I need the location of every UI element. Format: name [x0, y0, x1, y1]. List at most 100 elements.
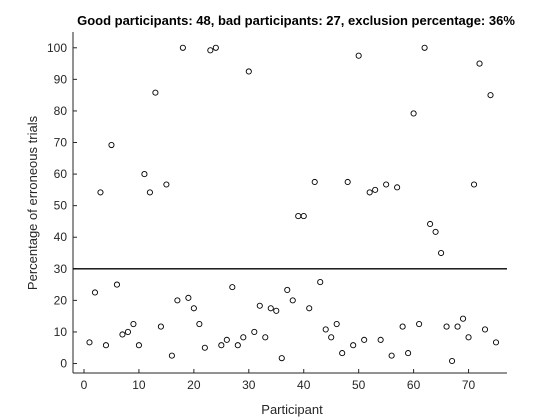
- data-point: [350, 342, 357, 349]
- y-tick-label: 60: [54, 167, 68, 181]
- data-point: [460, 315, 467, 322]
- data-point: [487, 92, 494, 99]
- data-point: [438, 249, 445, 257]
- data-point: [141, 171, 148, 178]
- data-point: [86, 339, 93, 346]
- data-point: [377, 336, 384, 343]
- y-tick-label: 40: [54, 230, 68, 244]
- x-tick-label: 50: [352, 378, 366, 392]
- data-point: [432, 228, 439, 235]
- x-tick-label: 60: [407, 378, 421, 392]
- y-tick-label: 10: [54, 325, 68, 339]
- data-point: [196, 321, 203, 328]
- data-point: [372, 186, 379, 193]
- data-point: [361, 336, 368, 343]
- y-tick-label: 50: [54, 199, 68, 213]
- y-tick-label: 90: [54, 72, 68, 86]
- data-point: [333, 321, 340, 328]
- data-point: [492, 339, 500, 346]
- data-point: [278, 355, 285, 362]
- data-point: [300, 213, 307, 220]
- data-point: [157, 323, 164, 330]
- data-point: [394, 184, 401, 191]
- data-point: [146, 189, 153, 196]
- data-point: [399, 323, 406, 330]
- x-tick-label: 30: [242, 378, 256, 392]
- data-point: [273, 307, 280, 314]
- data-point: [190, 305, 197, 312]
- data-point: [218, 342, 225, 349]
- data-point: [212, 44, 219, 51]
- data-point: [388, 352, 395, 359]
- data-point: [465, 334, 472, 341]
- data-point: [289, 297, 296, 304]
- data-point: [251, 328, 258, 336]
- x-tick-label: 10: [132, 378, 146, 392]
- x-axis-title: Participant: [261, 402, 323, 417]
- data-point: [240, 334, 247, 341]
- data-point: [355, 52, 362, 59]
- y-tick-label: 30: [54, 262, 68, 276]
- data-point: [383, 181, 390, 188]
- data-point: [322, 326, 329, 333]
- data-point: [234, 342, 241, 349]
- y-tick-label: 20: [54, 293, 68, 307]
- data-point: [130, 321, 137, 328]
- data-point: [267, 305, 274, 312]
- x-tick-label: 40: [297, 378, 311, 392]
- data-point: [311, 178, 318, 186]
- data-point: [481, 326, 489, 333]
- data-point: [470, 181, 478, 188]
- data-point: [97, 189, 104, 196]
- data-point: [410, 110, 417, 117]
- data-point: [185, 294, 192, 301]
- data-point: [256, 302, 263, 309]
- data-point: [284, 286, 291, 294]
- x-tick-label: 20: [187, 378, 201, 392]
- data-point: [366, 189, 373, 196]
- data-point: [108, 141, 115, 149]
- y-tick-label: 80: [54, 104, 68, 118]
- data-point: [262, 334, 269, 341]
- axes: 0 10 20 30 40 50 60 70 0 10 20 30 40 50 60 70 80 90 100: [47, 32, 507, 392]
- y-tick-label: 0: [60, 357, 67, 371]
- data-point: [91, 289, 99, 296]
- data-point: [476, 60, 483, 67]
- data-point: [443, 323, 450, 330]
- data-point: [223, 336, 230, 343]
- data-point: [427, 220, 434, 228]
- data-point: [152, 89, 159, 96]
- x-tick-label: 70: [462, 378, 476, 392]
- chart-title: Good participants: 48, bad participants:…: [77, 13, 515, 28]
- y-tick-label: 100: [47, 41, 67, 55]
- data-point: [179, 44, 186, 51]
- data-point: [416, 321, 423, 328]
- y-tick-label: 70: [54, 136, 68, 150]
- data-point: [449, 357, 456, 365]
- data-point: [174, 297, 181, 304]
- data-point: [163, 181, 170, 188]
- data-point: [421, 44, 428, 51]
- data-point: [306, 305, 313, 312]
- data-point: [119, 331, 126, 338]
- data-point: [454, 323, 461, 330]
- data-point: [124, 328, 131, 336]
- data-point: [245, 68, 252, 75]
- data-point: [328, 334, 335, 341]
- data-point: [113, 281, 120, 288]
- data-points: [73, 44, 507, 365]
- data-point: [102, 342, 110, 349]
- data-point: [201, 344, 208, 351]
- data-point: [317, 279, 324, 286]
- data-point: [207, 47, 214, 54]
- x-tick-label: 0: [81, 378, 88, 392]
- data-point: [135, 342, 142, 349]
- data-point: [405, 350, 412, 357]
- data-point: [168, 352, 175, 359]
- data-point: [339, 350, 346, 357]
- y-axis-title: Percentage of erroneous trials: [25, 115, 40, 290]
- data-point: [344, 178, 351, 186]
- data-point: [229, 284, 236, 291]
